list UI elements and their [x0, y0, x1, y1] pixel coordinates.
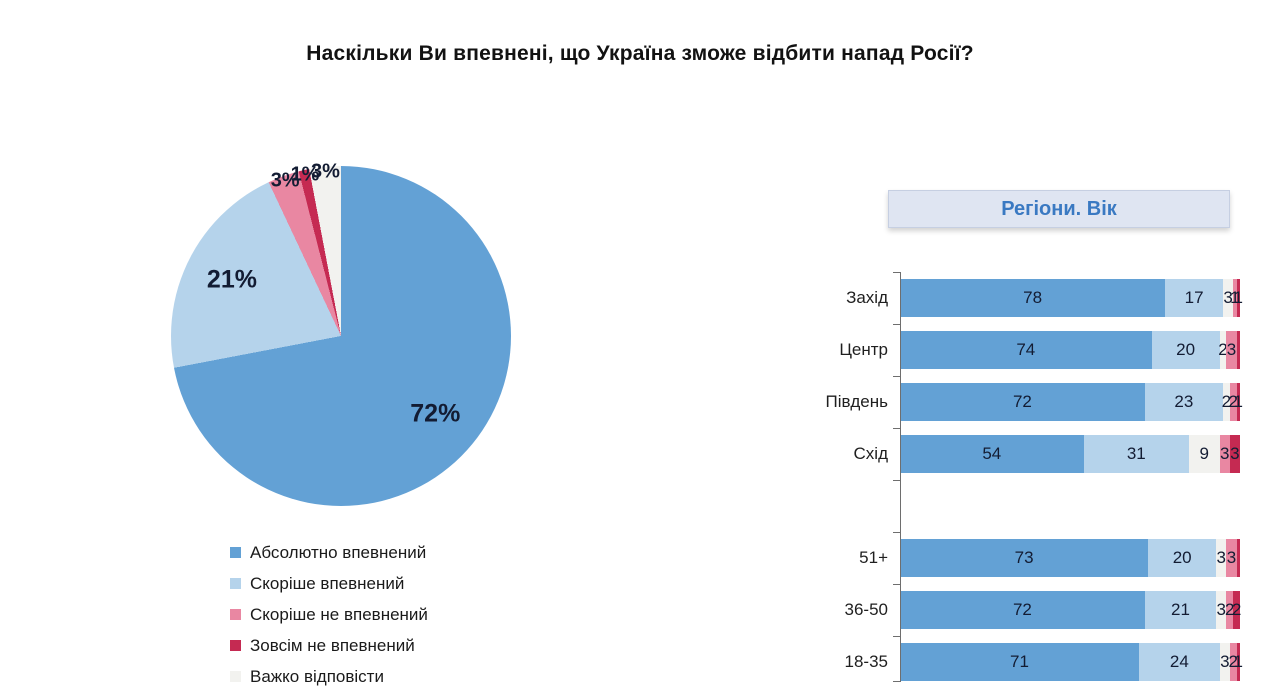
pie-slice-label: 21% — [206, 265, 257, 294]
axis-tick — [893, 636, 900, 637]
pie-slice-label: 3% — [311, 160, 340, 183]
bar-segment: 17 — [1165, 279, 1223, 317]
bar-row: Південь 72 23 2 2 1 — [792, 376, 1243, 428]
bar-segment: 2 — [1225, 591, 1235, 629]
legend-label: Важко відповісти — [250, 666, 384, 686]
regions-age-header: Регіони. Вік — [888, 190, 1230, 228]
row-label: Центр — [839, 340, 888, 359]
bar-segment: 21 — [1144, 591, 1217, 629]
axis-tick — [893, 681, 900, 682]
row-label: Південь — [825, 392, 888, 411]
legend-item: Скоріше впевнений — [230, 568, 428, 599]
axis-tick — [893, 272, 900, 273]
axis-tick — [893, 480, 900, 481]
pie-slice-label: 3% — [270, 169, 300, 192]
legend-item: Зовсім не впевнений — [230, 630, 428, 661]
legend-swatch — [230, 671, 241, 682]
legend-item: Важко відповісти — [230, 661, 428, 692]
pie-slice-label: 1% — [290, 163, 320, 186]
legend-label: Скоріше не впевнений — [250, 604, 428, 624]
bar-segment: 54 — [900, 435, 1084, 473]
legend-item: Скоріше не впевнений — [230, 599, 428, 630]
bar-track: 71 24 3 2 1 — [900, 643, 1243, 681]
bar-row: 36-50 72 21 3 2 2 — [792, 584, 1241, 636]
bar-row: 18-35 71 24 3 2 1 — [792, 636, 1243, 688]
bar-row: Схід 54 31 9 3 3 — [792, 428, 1241, 480]
pie-slice-label: 72% — [410, 399, 461, 428]
bar-segment: 72 — [900, 383, 1145, 421]
legend-swatch — [230, 547, 241, 558]
axis-tick — [893, 584, 900, 585]
bar-segment — [1236, 539, 1240, 577]
bar-segment: 23 — [1144, 383, 1223, 421]
bar-segment: 3 — [1216, 591, 1227, 629]
legend-item: Абсолютно впевнений — [230, 537, 428, 568]
bar-track: 72 23 2 2 1 — [900, 383, 1243, 421]
bar-track — [900, 487, 1240, 525]
bar-segment: 31 — [1083, 435, 1189, 473]
bar-segment: 78 — [900, 279, 1166, 317]
bar-track: 54 31 9 3 3 — [900, 435, 1240, 473]
bar-segment: 72 — [900, 591, 1145, 629]
legend-label: Абсолютно впевнений — [250, 542, 427, 562]
axis-line — [893, 272, 901, 682]
bar-track: 78 17 3 1 1 — [900, 279, 1243, 317]
axis-tick — [893, 376, 900, 377]
bar-segment: 2 — [1228, 383, 1238, 421]
bar-segment: 3 — [1229, 435, 1240, 473]
bar-segment: 2 — [1232, 591, 1241, 629]
bar-row: 51+ 73 20 3 3 — [792, 532, 1241, 584]
bar-track: 72 21 3 2 2 — [900, 591, 1241, 629]
bar-segment: 3 — [1219, 643, 1230, 681]
legend-label: Зовсім не впевнений — [250, 635, 415, 655]
legend-label: Скоріше впевнений — [250, 573, 405, 593]
bar-chart: Захід 78 17 3 1 1 Центр 74 20 2 3 Південь 72 23 2 2 1 Схі… — [792, 272, 1243, 688]
bar-segment: 73 — [900, 539, 1149, 577]
bar-segment: 2 — [1218, 331, 1228, 369]
bar-segment: 1 — [1234, 279, 1243, 317]
row-label: 51+ — [859, 548, 888, 567]
bar-segment: 71 — [900, 643, 1139, 681]
bar-segment: 1 — [1230, 279, 1240, 317]
bar-segment: 9 — [1188, 435, 1220, 473]
pie-legend: Абсолютно впевнений Скоріше впевнений Скор… — [230, 537, 428, 692]
bar-row: Захід 78 17 3 1 1 — [792, 272, 1243, 324]
legend-swatch — [230, 578, 241, 589]
pie-area: 72% 21% 3% 1% 3% — [171, 160, 511, 506]
axis-tick — [893, 324, 900, 325]
bar-rows: Захід 78 17 3 1 1 Центр 74 20 2 3 Південь 72 23 2 2 1 Схі… — [792, 272, 1243, 688]
bar-row — [792, 480, 1241, 532]
bar-segment: 20 — [1151, 331, 1220, 369]
bar-segment: 3 — [1226, 331, 1237, 369]
bar-segment: 1 — [1234, 643, 1243, 681]
bar-segment: 74 — [900, 331, 1152, 369]
bar-segment — [1236, 331, 1240, 369]
bar-segment: 1 — [1234, 383, 1243, 421]
bar-segment: 24 — [1139, 643, 1220, 681]
bar-segment: 3 — [1222, 279, 1234, 317]
page-title: Наскільки Ви впевнені, що Україна зможе … — [306, 42, 974, 65]
row-label: Схід — [853, 444, 888, 463]
bar-segment: 2 — [1229, 643, 1238, 681]
bar-segment: 3 — [1219, 435, 1230, 473]
legend-swatch — [230, 609, 241, 620]
legend-swatch — [230, 640, 241, 651]
bar-track: 73 20 3 3 — [900, 539, 1240, 577]
bar-segment: 3 — [1216, 539, 1227, 577]
axis-tick — [893, 532, 900, 533]
bar-track: 74 20 2 3 — [900, 331, 1240, 369]
row-label: Захід — [846, 288, 888, 307]
bar-segment: 3 — [1226, 539, 1237, 577]
bar-segment: 2 — [1222, 383, 1231, 421]
bar-row: Центр 74 20 2 3 — [792, 324, 1241, 376]
row-label: 36-50 — [844, 600, 888, 619]
axis-tick — [893, 428, 900, 429]
bar-segment: 20 — [1148, 539, 1217, 577]
pie — [171, 166, 511, 506]
row-label: 18-35 — [844, 652, 888, 671]
